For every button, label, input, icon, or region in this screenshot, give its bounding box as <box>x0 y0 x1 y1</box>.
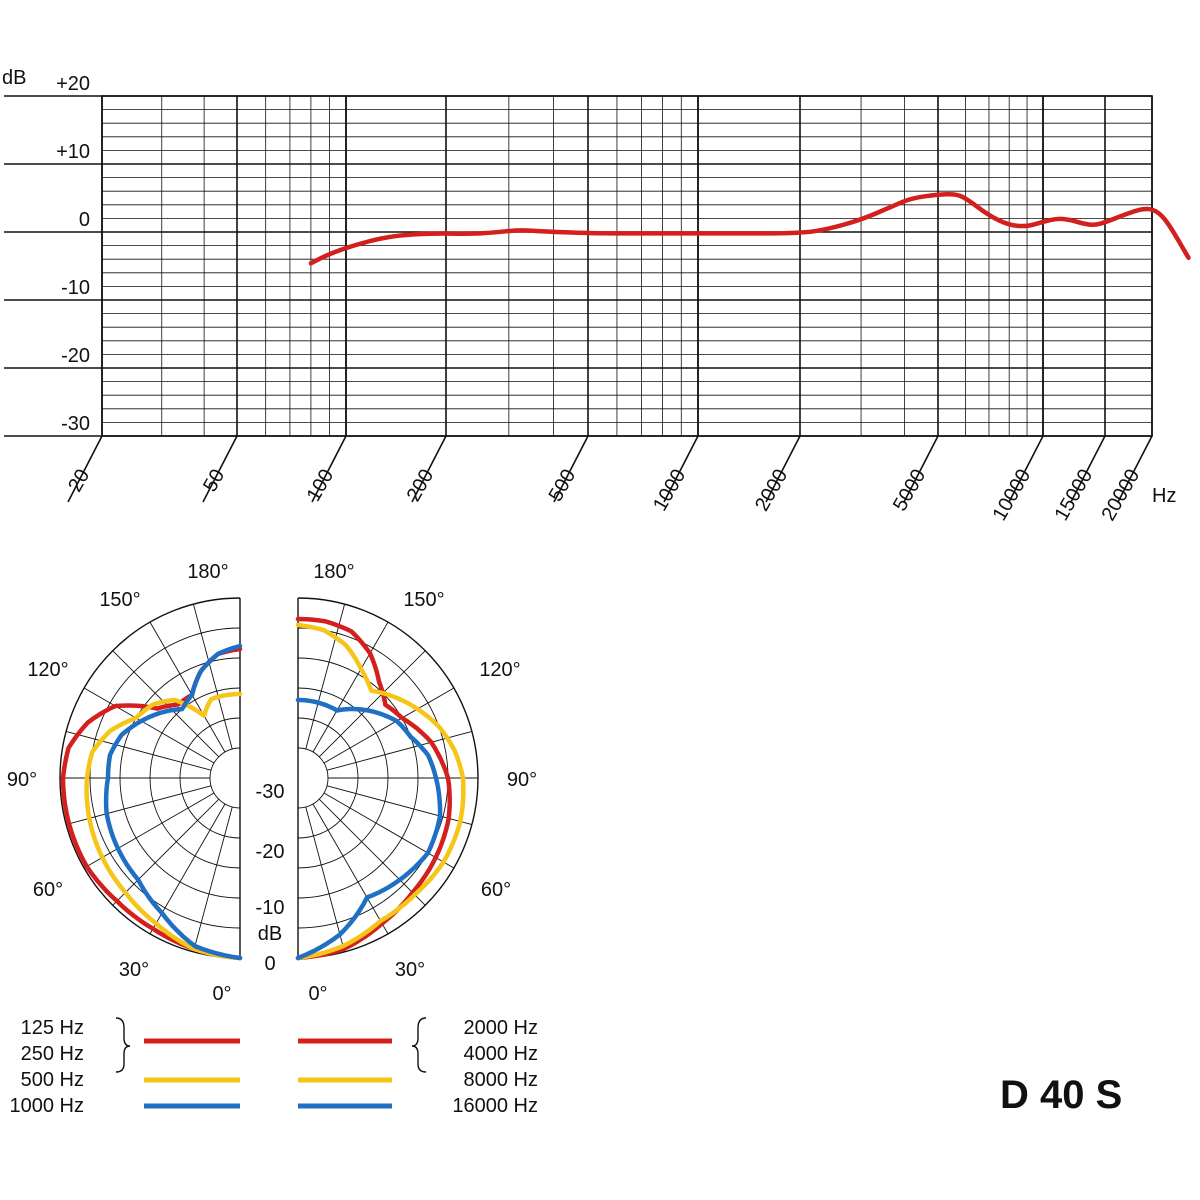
x-tick-label: 1000 <box>649 466 690 516</box>
x-tick-label: 100 <box>303 466 339 506</box>
polar-gap <box>240 570 298 970</box>
polar-spoke <box>83 687 215 764</box>
polar-spoke <box>323 792 455 869</box>
polar-spoke <box>318 798 426 906</box>
polar-spoke <box>149 621 226 753</box>
x-tick-label: 50 <box>199 466 229 496</box>
x-tick-slant <box>202 435 238 503</box>
x-tick-slant <box>67 435 103 503</box>
y-tick-label: -20 <box>61 345 90 367</box>
x-tick-label: 500 <box>545 466 581 506</box>
polar-angle-label: 180° <box>187 561 228 583</box>
y-tick-label: -30 <box>61 413 90 435</box>
polar-angle-label: 150° <box>99 589 140 611</box>
polar-spoke <box>318 650 426 758</box>
polar-grid <box>59 570 479 970</box>
x-tick-label: 5000 <box>889 466 930 516</box>
y-tick-label: +10 <box>56 141 90 163</box>
polar-angle-label: 0° <box>212 983 231 1005</box>
polar-spoke <box>192 806 233 952</box>
x-tick-label: 10000 <box>988 466 1035 525</box>
polar-angle-label: 30° <box>119 959 149 981</box>
x-tick-label: 20000 <box>1097 466 1144 525</box>
polar-spoke <box>83 792 215 869</box>
frequency-response-labels: 20 50 100 200 500 1000 2000 5000 10000 15000 20000… <box>2 67 1176 525</box>
polar-spoke <box>323 687 455 764</box>
polar-curve <box>295 622 466 961</box>
polar-radial-label: -20 <box>256 841 285 863</box>
polar-spoke <box>326 730 472 771</box>
polar-curve <box>60 646 243 961</box>
polar-spoke <box>112 650 220 758</box>
polar-spoke <box>66 730 212 771</box>
polar-radial-label: 0 <box>264 953 275 975</box>
legend-label-right: 4000 Hz <box>464 1043 539 1065</box>
x-tick-slant <box>411 435 447 503</box>
polar-spoke <box>112 798 220 906</box>
polar-angle-label: 90° <box>7 769 37 791</box>
polar-spoke <box>305 806 346 952</box>
legend-brace-right <box>411 1017 427 1073</box>
polar-curve <box>84 691 243 961</box>
polar-curves <box>60 616 466 961</box>
frequency-response-curve <box>308 191 1191 266</box>
legend: 125 Hz 250 Hz 500 Hz 1000 Hz 2000 Hz 4000 Hz 8… <box>10 1017 539 1117</box>
x-tick-slant <box>311 435 347 503</box>
polar-angle-label: 60° <box>481 879 511 901</box>
polar-ring <box>297 747 329 809</box>
legend-label-left: 1000 Hz <box>10 1095 85 1117</box>
legend-label-left: 500 Hz <box>21 1069 84 1091</box>
x-tick-label: 2000 <box>751 466 792 516</box>
x-tick-slant <box>903 435 939 503</box>
polar-curve <box>295 697 443 961</box>
frequency-response-line <box>308 191 1191 266</box>
polar-angle-label: 90° <box>507 769 537 791</box>
y-axis-unit: dB <box>2 67 26 89</box>
polar-radial-label: -30 <box>256 781 285 803</box>
polar-angle-label: 150° <box>403 589 444 611</box>
model-label: D 40 S <box>1000 1073 1122 1117</box>
polar-spoke <box>305 604 346 750</box>
polar-curve <box>103 643 243 961</box>
legend-label-right: 16000 Hz <box>452 1095 538 1117</box>
x-axis-unit: Hz <box>1152 485 1176 507</box>
polar-angle-label: 180° <box>313 561 354 583</box>
x-tick-slant <box>765 435 801 503</box>
polar-angle-label: 120° <box>479 659 520 681</box>
plot-frame <box>101 95 1153 437</box>
frequency-response-grid <box>4 95 1153 503</box>
x-tick-slant <box>1117 435 1153 503</box>
polar-angle-label: 30° <box>395 959 425 981</box>
polar-spoke <box>192 604 233 750</box>
y-tick-label: +20 <box>56 73 90 95</box>
polar-radial-label: -10 <box>256 897 285 919</box>
legend-label-right: 2000 Hz <box>464 1017 539 1039</box>
x-tick-slant <box>1070 435 1106 503</box>
x-tick-slant <box>663 435 699 503</box>
legend-label-left: 125 Hz <box>21 1017 84 1039</box>
legend-label-left: 250 Hz <box>21 1043 84 1065</box>
x-tick-slant <box>1008 435 1044 503</box>
y-tick-label: 0 <box>79 209 90 231</box>
polar-ring <box>209 747 241 809</box>
polar-angle-label: 0° <box>308 983 327 1005</box>
polar-angle-label: 120° <box>27 659 68 681</box>
legend-label-right: 8000 Hz <box>464 1069 539 1091</box>
x-tick-label: 20 <box>64 466 94 496</box>
x-tick-label: 200 <box>403 466 439 506</box>
x-tick-slant <box>553 435 589 503</box>
polar-spoke <box>312 621 389 753</box>
polar-labels: 0° 30° 60° 90° 120° 150° 180° 0° 30° 60° 90° 120° 15… <box>7 561 537 1005</box>
x-tick-label: 15000 <box>1050 466 1097 525</box>
polar-radial-label: dB <box>258 923 282 945</box>
legend-brace-left <box>115 1017 131 1073</box>
y-tick-label: -10 <box>61 277 90 299</box>
polar-angle-label: 60° <box>33 879 63 901</box>
polar-spoke <box>312 803 389 935</box>
